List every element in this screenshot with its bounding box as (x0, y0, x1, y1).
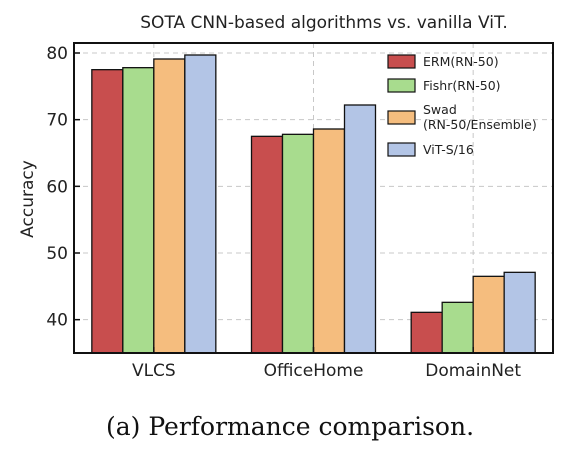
bar-0-1 (122, 67, 155, 354)
y-tick-label: 80 (46, 44, 68, 64)
figure-caption: (a) Performance comparison. (0, 412, 580, 441)
y-tick-label: 70 (46, 111, 68, 131)
bar-2-3 (503, 271, 536, 354)
y-tick-label: 40 (46, 311, 68, 331)
bar-1-0 (250, 135, 284, 354)
plot-frame (73, 42, 554, 354)
caption-text: Performance comparison. (148, 412, 475, 441)
x-tick-label: VLCS (132, 361, 176, 381)
legend-swatch-3 (387, 142, 416, 157)
bar-2-0 (410, 311, 443, 354)
bar-1-2 (312, 128, 346, 354)
bar-0-2 (153, 58, 186, 354)
legend-label-1: Fishr(RN-50) (423, 78, 501, 93)
legend-swatch-1 (387, 78, 416, 93)
y-tick-label: 50 (46, 244, 68, 264)
y-tick-label: 60 (46, 177, 68, 197)
legend-swatch-0 (387, 54, 416, 69)
bar-0-0 (91, 69, 124, 354)
bar-2-1 (441, 301, 474, 354)
y-axis-label: Accuracy (18, 160, 38, 238)
x-tick-label: OfficeHome (264, 361, 364, 381)
legend-swatch-2 (387, 110, 416, 125)
legend-label-2: (RN-50/Ensemble) (423, 117, 537, 132)
bar-1-1 (281, 133, 315, 354)
chart-title: SOTA CNN-based algorithms vs. vanilla Vi… (140, 13, 507, 33)
legend-label-3: ViT-S/16 (423, 142, 474, 157)
bars (91, 54, 536, 354)
legend-label-2: Swad (423, 102, 457, 117)
axis-ticks: 40 50 60 70 80 VLCS OfficeHome DomainNet (46, 44, 521, 381)
x-tick-label: DomainNet (425, 361, 521, 381)
caption-label: (a) (105, 412, 141, 441)
legend: ERM(RN-50) Fishr(RN-50) Swad(RN-50/Ensembl… (387, 54, 537, 157)
legend-label-0: ERM(RN-50) (423, 54, 499, 69)
bar-2-2 (472, 275, 505, 354)
bar-1-3 (343, 104, 377, 354)
bar-0-3 (184, 54, 217, 354)
